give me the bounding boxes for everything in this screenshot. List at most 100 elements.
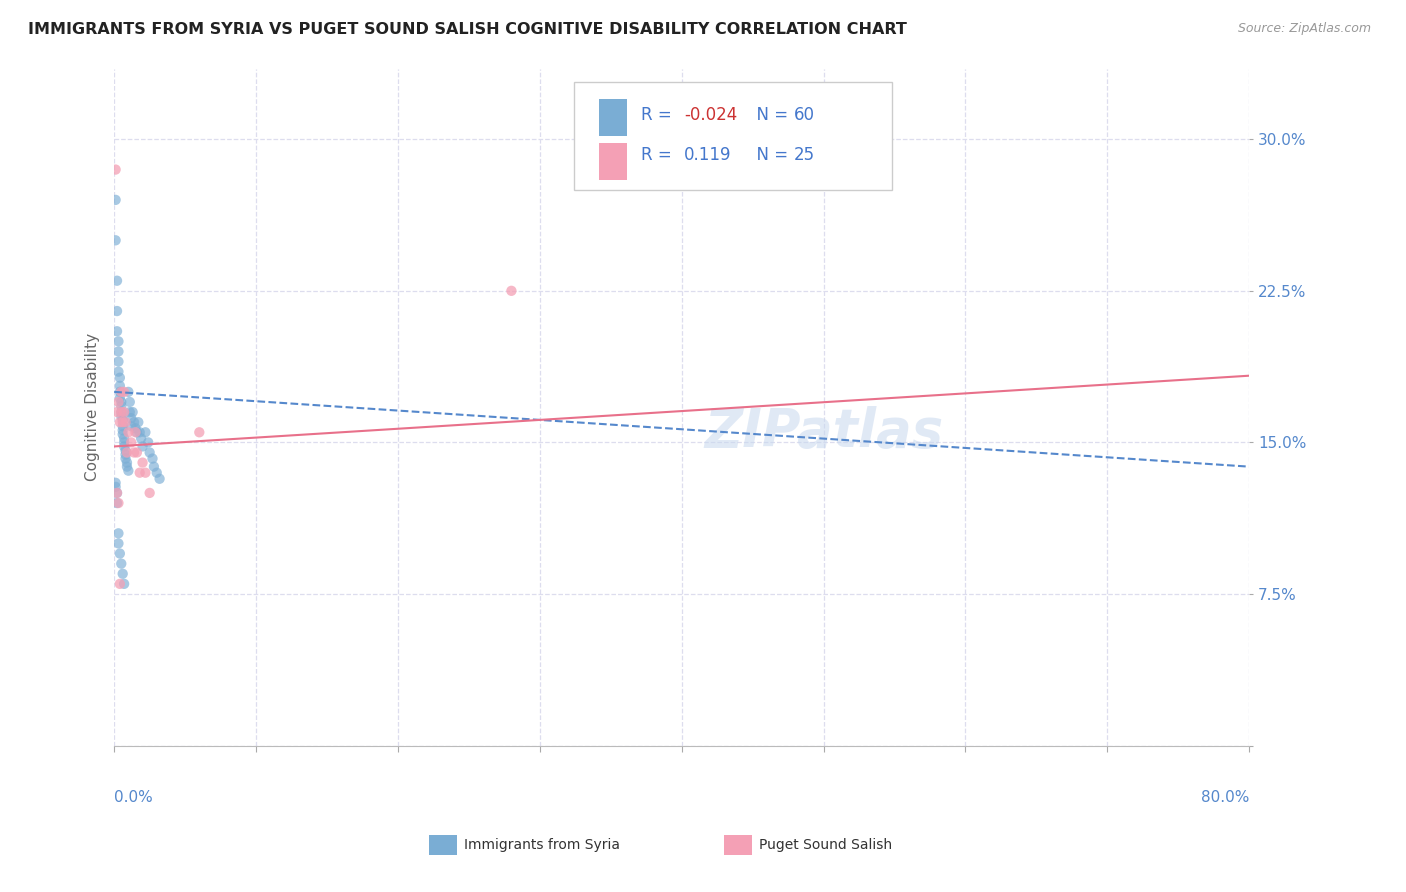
Point bbox=[141, 451, 163, 466]
Point bbox=[121, 405, 143, 419]
Point bbox=[115, 456, 138, 470]
Point bbox=[112, 435, 135, 450]
Point bbox=[128, 425, 150, 440]
Point bbox=[114, 443, 136, 458]
Point bbox=[110, 399, 132, 413]
Text: N =: N = bbox=[747, 106, 794, 124]
Point bbox=[110, 557, 132, 571]
Point bbox=[125, 425, 148, 440]
Point bbox=[114, 415, 136, 429]
Point bbox=[142, 459, 165, 474]
Point bbox=[105, 486, 128, 500]
Point bbox=[122, 415, 145, 429]
Point bbox=[105, 405, 128, 419]
Point bbox=[108, 379, 131, 393]
Text: 60: 60 bbox=[794, 106, 815, 124]
Text: 25: 25 bbox=[794, 146, 815, 164]
Point bbox=[188, 425, 211, 440]
Point bbox=[111, 423, 134, 437]
Text: Immigrants from Syria: Immigrants from Syria bbox=[464, 838, 620, 852]
Point bbox=[111, 566, 134, 581]
Point bbox=[122, 445, 145, 459]
Text: ZIPatlas: ZIPatlas bbox=[704, 406, 943, 458]
Point bbox=[105, 274, 128, 288]
Y-axis label: Cognitive Disability: Cognitive Disability bbox=[86, 333, 100, 481]
Point bbox=[115, 445, 138, 459]
Point bbox=[129, 431, 152, 445]
Point bbox=[112, 439, 135, 453]
Point bbox=[134, 425, 156, 440]
Point bbox=[105, 496, 128, 510]
Text: -0.024: -0.024 bbox=[683, 106, 737, 124]
Point bbox=[114, 448, 136, 462]
Point bbox=[111, 427, 134, 442]
Point bbox=[112, 431, 135, 445]
Point bbox=[117, 384, 139, 399]
Point bbox=[105, 304, 128, 318]
Point bbox=[110, 405, 132, 419]
Point bbox=[107, 536, 129, 550]
Text: R =: R = bbox=[641, 106, 676, 124]
Point bbox=[120, 411, 142, 425]
Point bbox=[108, 370, 131, 384]
Bar bbox=[599, 99, 627, 136]
Text: Puget Sound Salish: Puget Sound Salish bbox=[759, 838, 893, 852]
Point bbox=[120, 419, 142, 434]
Point bbox=[115, 459, 138, 474]
Text: Source: ZipAtlas.com: Source: ZipAtlas.com bbox=[1237, 22, 1371, 36]
Point bbox=[501, 284, 523, 298]
Point bbox=[108, 415, 131, 429]
Point bbox=[105, 486, 128, 500]
Point bbox=[112, 405, 135, 419]
Point bbox=[110, 384, 132, 399]
Point bbox=[107, 496, 129, 510]
Text: IMMIGRANTS FROM SYRIA VS PUGET SOUND SALISH COGNITIVE DISABILITY CORRELATION CHA: IMMIGRANTS FROM SYRIA VS PUGET SOUND SAL… bbox=[28, 22, 907, 37]
Point bbox=[111, 413, 134, 427]
Point bbox=[127, 415, 149, 429]
Point bbox=[107, 344, 129, 359]
Text: R =: R = bbox=[641, 146, 676, 164]
Point bbox=[138, 486, 160, 500]
Point bbox=[131, 439, 153, 453]
Point bbox=[111, 419, 134, 434]
Point bbox=[136, 435, 159, 450]
Point bbox=[117, 464, 139, 478]
Bar bbox=[599, 143, 627, 180]
Text: 0.0%: 0.0% bbox=[114, 790, 153, 805]
Point bbox=[124, 425, 146, 440]
Point bbox=[114, 451, 136, 466]
Point bbox=[110, 409, 132, 424]
Text: 0.119: 0.119 bbox=[683, 146, 731, 164]
Point bbox=[108, 547, 131, 561]
Point bbox=[105, 324, 128, 338]
Point bbox=[107, 354, 129, 368]
Point bbox=[145, 466, 167, 480]
Point bbox=[111, 415, 134, 429]
Point bbox=[149, 472, 172, 486]
Point bbox=[125, 445, 148, 459]
Point bbox=[112, 384, 135, 399]
Point bbox=[104, 480, 127, 494]
Text: N =: N = bbox=[747, 146, 794, 164]
Point bbox=[112, 577, 135, 591]
Point bbox=[108, 577, 131, 591]
Point bbox=[110, 405, 132, 419]
Point bbox=[110, 395, 132, 409]
Point bbox=[104, 162, 127, 177]
Point bbox=[124, 421, 146, 435]
Point bbox=[107, 395, 129, 409]
Point bbox=[134, 466, 156, 480]
Point bbox=[108, 391, 131, 405]
Point bbox=[120, 435, 142, 450]
FancyBboxPatch shape bbox=[574, 82, 891, 190]
Point bbox=[107, 526, 129, 541]
Point bbox=[104, 193, 127, 207]
Point bbox=[131, 456, 153, 470]
Point bbox=[104, 233, 127, 247]
Point bbox=[107, 334, 129, 349]
Point bbox=[138, 445, 160, 459]
Point bbox=[128, 466, 150, 480]
Point bbox=[104, 475, 127, 490]
Point bbox=[107, 365, 129, 379]
Text: 80.0%: 80.0% bbox=[1201, 790, 1249, 805]
